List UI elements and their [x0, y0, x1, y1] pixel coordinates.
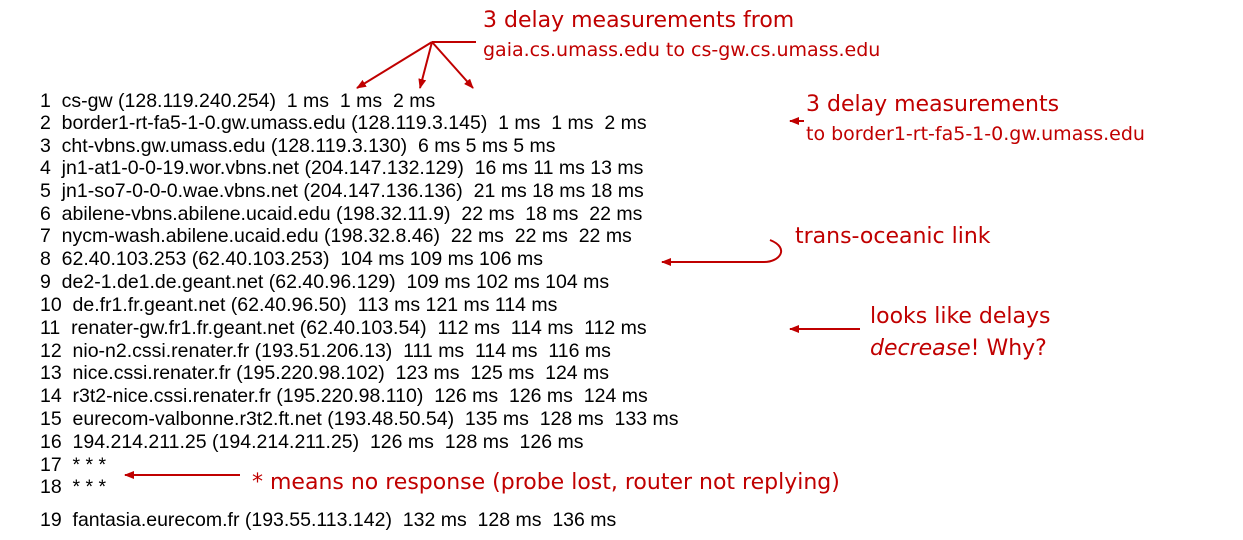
hop-line-14: 14 r3t2-nice.cssi.renater.fr (195.220.98…: [40, 385, 648, 407]
arrow-to-ms2: [418, 41, 433, 89]
annotation-decrease-word: decrease: [870, 336, 971, 361]
annotation-delay-from-hosts: gaia.cs.umass.edu to cs-gw.cs.umass.edu: [483, 39, 881, 61]
hop-line-2: 2 border1-rt-fa5-1-0.gw.umass.edu (128.1…: [40, 112, 647, 134]
hop-line-18: 18 * * *: [40, 476, 107, 498]
arrow-to-ms3: [431, 41, 474, 89]
annotation-delay-from-title: 3 delay measurements from: [483, 8, 795, 33]
hop-line-19: 19 fantasia.eurecom.fr (193.55.113.142) …: [40, 509, 617, 531]
annotation-no-response: * means no response (probe lost, router …: [252, 470, 840, 495]
hop-line-16: 16 194.214.211.25 (194.214.211.25) 126 m…: [40, 431, 584, 453]
hop-line-6: 6 abilene-vbns.abilene.ucaid.edu (198.32…: [40, 203, 643, 225]
hop-line-7: 7 nycm-wash.abilene.ucaid.edu (198.32.8.…: [40, 225, 632, 247]
hop-line-10: 10 de.fr1.fr.geant.net (62.40.96.50) 113…: [40, 294, 558, 316]
hop-line-4: 4 jn1-at1-0-0-19.wor.vbns.net (204.147.1…: [40, 157, 644, 179]
hop-line-13: 13 nice.cssi.renater.fr (195.220.98.102)…: [40, 362, 610, 384]
annotation-decrease-line2: decrease! Why?: [870, 336, 1047, 361]
annotation-decrease-rest: ! Why?: [970, 336, 1047, 361]
arrow-to-ms1: [356, 41, 433, 89]
hop-line-3: 3 cht-vbns.gw.umass.edu (128.119.3.130) …: [40, 135, 556, 157]
annotation-transoceanic: trans-oceanic link: [795, 224, 991, 249]
hop-line-12: 12 nio-n2.cssi.renater.fr (193.51.206.13…: [40, 340, 611, 362]
hop-line-5: 5 jn1-so7-0-0-0.wae.vbns.net (204.147.13…: [40, 180, 644, 202]
hop-line-15: 15 eurecom-valbonne.r3t2.ft.net (193.48.…: [40, 408, 679, 430]
hop-line-8: 8 62.40.103.253 (62.40.103.253) 104 ms 1…: [40, 248, 544, 270]
hop-line-1: 1 cs-gw (128.119.240.254) 1 ms 1 ms 2 ms: [40, 90, 436, 112]
hop-line-17: 17 * * *: [40, 454, 107, 476]
arrow-transoceanic: [661, 239, 783, 266]
annotation-delay-to-title: 3 delay measurements: [806, 92, 1060, 117]
hop-line-11: 11 renater-gw.fr1.fr.geant.net (62.40.10…: [40, 317, 647, 339]
hop-line-9: 9 de2-1.de1.de.geant.net (62.40.96.129) …: [40, 271, 610, 293]
annotation-delay-to-host: to border1-rt-fa5-1-0.gw.umass.edu: [806, 123, 1145, 145]
annotation-decrease-line1: looks like delays: [870, 304, 1051, 329]
